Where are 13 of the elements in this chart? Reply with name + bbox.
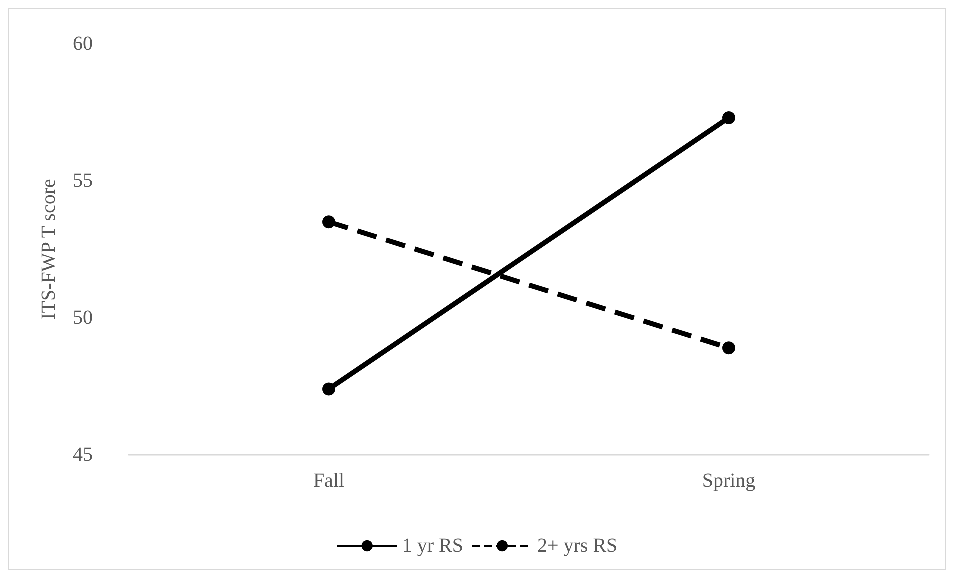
point: [322, 382, 336, 396]
y-tick-label: 45: [73, 444, 93, 466]
y-tick-label: 55: [73, 170, 93, 192]
y-tick-label: 60: [73, 33, 93, 55]
x-tick-label: Spring: [702, 470, 756, 492]
y-axis-title: ITS-FWP T score: [38, 179, 60, 320]
legend-label: 2+ yrs RS: [537, 535, 618, 557]
point: [722, 111, 736, 124]
x-tick-label: Fall: [313, 470, 345, 492]
point: [322, 216, 336, 229]
y-tick-label: 50: [73, 307, 93, 329]
legend-label: 1 yr RS: [402, 535, 464, 557]
point: [722, 342, 736, 355]
